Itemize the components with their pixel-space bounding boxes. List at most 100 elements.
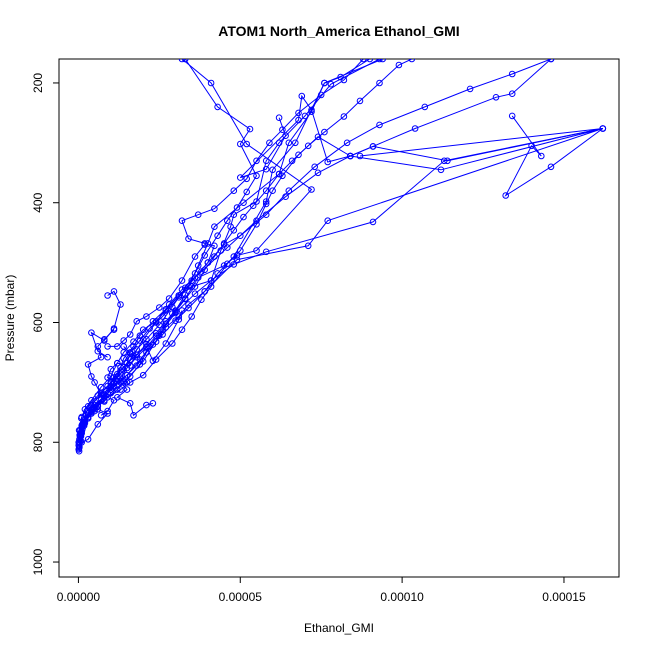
data-point: [224, 217, 231, 224]
data-point: [275, 139, 283, 147]
data-point: [211, 205, 218, 212]
series-9: [76, 125, 607, 440]
data-point: [175, 292, 183, 299]
data-point: [207, 79, 215, 87]
series-line: [78, 59, 258, 452]
data-point: [538, 152, 545, 160]
data-point: [508, 112, 516, 120]
data-point: [304, 242, 312, 250]
data-point: [421, 103, 429, 111]
data-point: [230, 253, 238, 260]
data-point: [191, 290, 199, 298]
data-point: [360, 59, 367, 63]
data-point: [262, 165, 270, 173]
data-point: [120, 377, 127, 385]
y-tick-label: 600: [31, 312, 45, 332]
data-point: [547, 163, 555, 171]
data-point: [340, 113, 348, 120]
data-point: [220, 240, 228, 247]
series-line: [79, 128, 603, 437]
data-point: [288, 157, 296, 165]
data-point: [94, 406, 102, 413]
x-tick-label: 0.00010: [380, 590, 424, 604]
data-point: [169, 340, 176, 347]
data-point: [295, 151, 302, 159]
data-point: [240, 199, 247, 206]
data-point: [126, 331, 134, 338]
data-point: [123, 386, 131, 393]
data-point: [114, 343, 121, 350]
data-point: [285, 187, 293, 194]
data-point: [214, 103, 221, 111]
series-line: [107, 244, 206, 347]
data-point: [94, 343, 102, 350]
data-point: [178, 326, 186, 334]
data-point: [181, 59, 189, 63]
data-point: [107, 365, 115, 373]
series-line: [78, 59, 552, 449]
data-point: [110, 326, 118, 334]
data-point: [97, 391, 105, 398]
data-point: [262, 157, 270, 165]
data-point: [292, 139, 299, 147]
data-point: [162, 320, 170, 328]
data-point: [376, 121, 383, 129]
data-point: [175, 294, 183, 301]
series-11: [76, 59, 555, 439]
series-1: [75, 59, 555, 452]
data-point: [88, 329, 95, 337]
series-line: [90, 290, 122, 358]
series-2: [76, 112, 607, 451]
data-point: [246, 125, 254, 133]
data-point: [84, 410, 92, 417]
data-point: [117, 386, 124, 393]
data-point: [214, 232, 221, 239]
data-point: [279, 172, 286, 180]
data-point: [117, 301, 124, 308]
data-point: [376, 79, 383, 87]
data-point: [237, 247, 244, 254]
data-point: [304, 142, 312, 150]
data-point: [262, 187, 270, 194]
data-point: [185, 235, 192, 242]
data-point: [139, 371, 147, 379]
data-point: [230, 261, 238, 268]
data-point: [133, 318, 140, 325]
data-point: [191, 253, 199, 260]
data-point: [201, 252, 208, 259]
series-12: [75, 59, 416, 449]
data-point: [143, 401, 150, 409]
data-point: [198, 296, 205, 304]
data-point: [262, 200, 270, 208]
data-point: [123, 379, 131, 386]
data-point: [308, 106, 315, 114]
data-point: [466, 85, 474, 93]
data-point: [104, 374, 111, 381]
series-17: [78, 401, 111, 446]
data-point: [237, 232, 244, 239]
data-point: [194, 211, 202, 218]
y-axis-label: Pressure (mbar): [3, 275, 17, 362]
data-point: [253, 198, 260, 205]
data-point: [211, 223, 218, 230]
series-line: [78, 94, 603, 450]
data-point: [201, 241, 208, 248]
data-point: [84, 415, 92, 422]
data-point: [110, 288, 118, 295]
data-point: [126, 362, 134, 369]
data-point: [185, 301, 192, 308]
data-point: [178, 307, 186, 314]
series-line: [78, 59, 383, 431]
data-point: [84, 361, 92, 368]
data-point: [120, 337, 127, 344]
data-point: [279, 126, 286, 133]
series-15: [104, 307, 186, 386]
data-point: [88, 397, 95, 404]
data-point: [156, 304, 163, 311]
data-point: [308, 186, 315, 193]
y-tick-label: 400: [31, 192, 45, 212]
data-point: [110, 382, 118, 390]
data-point: [101, 336, 108, 343]
series-line: [116, 346, 154, 417]
